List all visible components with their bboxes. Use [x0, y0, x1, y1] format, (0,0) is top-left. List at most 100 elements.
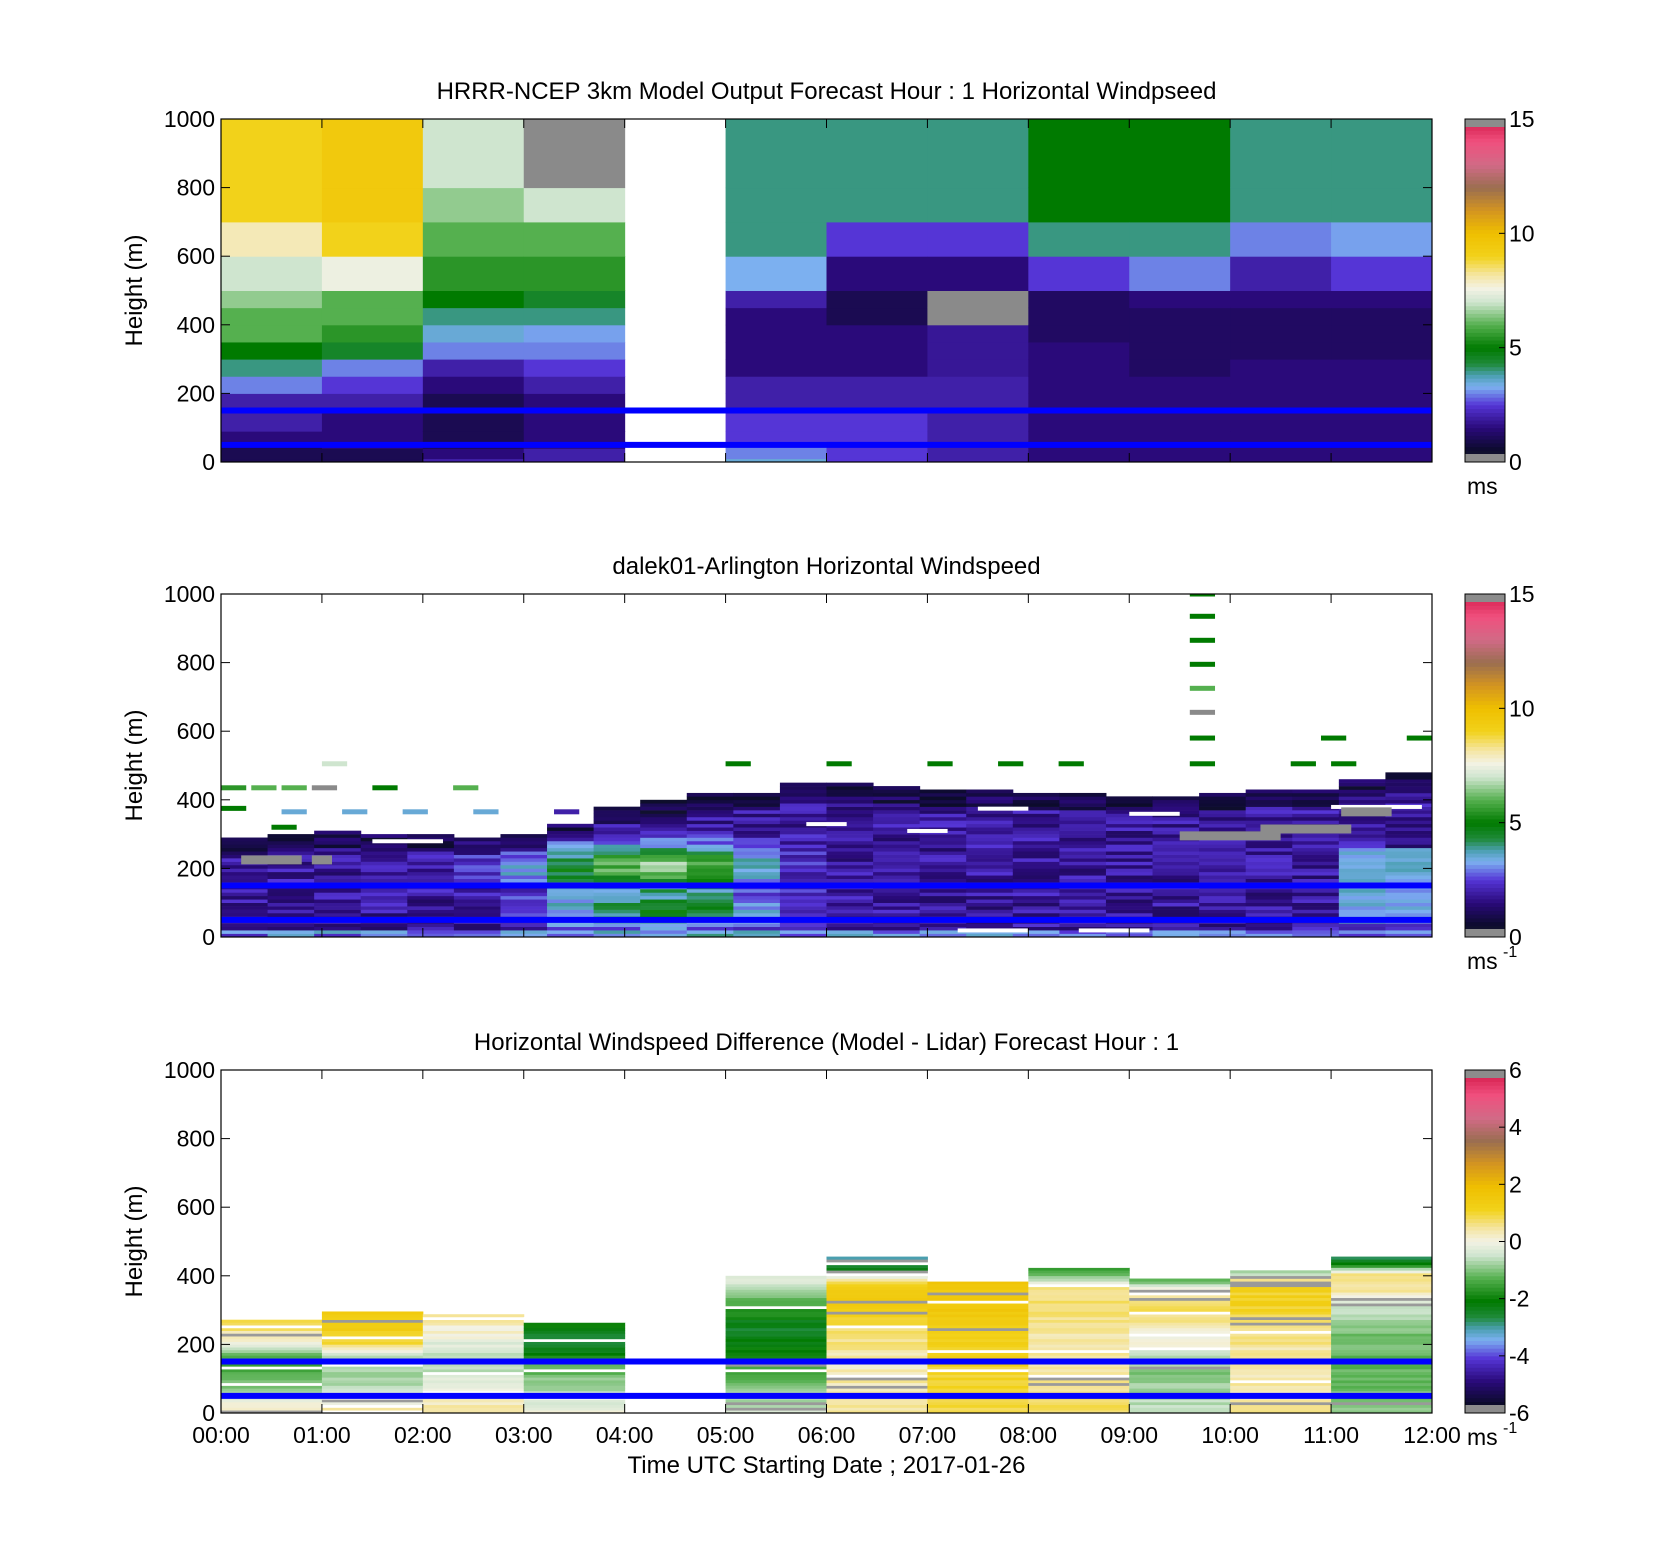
heatmap-cell: [1331, 1399, 1432, 1403]
colorbar-segment: [1465, 1332, 1505, 1338]
heatmap-cell: [1292, 926, 1340, 931]
heatmap-cell: [927, 1330, 1029, 1334]
data-gap: [372, 839, 444, 844]
heatmap-cell: [966, 868, 1014, 873]
heatmap-cell: [1129, 1327, 1231, 1331]
heatmap-cell: [1230, 431, 1332, 442]
heatmap-cell: [221, 926, 269, 931]
heatmap-cell: [966, 875, 1014, 879]
heatmap-cell: [1028, 1308, 1130, 1312]
heatmap-cell: [1129, 1308, 1231, 1312]
colorbar-segment: [1465, 674, 1505, 679]
heatmap-cell: [221, 864, 269, 869]
heatmap-cell: [725, 1369, 827, 1373]
heatmap-cell: [1331, 1292, 1432, 1296]
heatmap-cell: [826, 1281, 928, 1285]
heatmap-cell: [1105, 878, 1154, 883]
heatmap-cell: [554, 809, 580, 815]
colorbar-segment: [1465, 841, 1505, 847]
heatmap-cell: [1230, 1311, 1332, 1315]
heatmap-cell: [826, 410, 928, 432]
heatmap-cell: [1199, 926, 1247, 931]
heatmap-cell: [407, 933, 455, 937]
heatmap-cell: [1406, 735, 1432, 741]
heatmap-cell: [1028, 1363, 1130, 1367]
heatmap-cell: [1230, 448, 1332, 460]
heatmap-cell: [500, 888, 548, 893]
heatmap-cell: [966, 923, 1014, 928]
heatmap-cell: [873, 810, 921, 814]
colorbar-segment: [1465, 134, 1505, 139]
heatmap-cell: [873, 803, 921, 807]
heatmap-cell: [1292, 868, 1340, 873]
colorbar-segment: [1465, 750, 1505, 755]
heatmap-cell: [779, 912, 827, 917]
colorbar-segment: [1465, 815, 1505, 820]
colorbar-segment: [1465, 1233, 1505, 1239]
heatmap-cell: [1292, 864, 1340, 869]
colorbar-segment: [1465, 1317, 1505, 1323]
colorbar-segment: [1465, 1275, 1505, 1281]
heatmap-cell: [779, 923, 827, 928]
colorbar-segment: [1465, 298, 1505, 303]
heatmap-cell: [873, 906, 921, 910]
heatmap-cell: [1385, 847, 1432, 852]
heatmap-cell: [1012, 864, 1060, 869]
colorbar-segment: [1465, 328, 1505, 333]
heatmap-cell: [1199, 895, 1247, 900]
heatmap-cell: [1028, 448, 1130, 460]
heatmap-cell: [422, 221, 525, 257]
heatmap-cell: [271, 824, 297, 830]
heatmap-cell: [779, 868, 827, 873]
heatmap-cell: [407, 834, 455, 838]
heatmap-cell: [1245, 892, 1293, 897]
heatmap-cell: [360, 858, 408, 862]
heatmap-cell: [826, 1410, 928, 1413]
heatmap-cell: [1028, 307, 1130, 326]
heatmap-cell: [1230, 1322, 1332, 1326]
heatmap-cell: [1105, 834, 1154, 838]
heatmap-cell: [523, 376, 626, 394]
colorbar-segment: [1465, 822, 1505, 827]
heatmap-cell: [1105, 851, 1154, 855]
heatmap-cell: [422, 1404, 525, 1408]
heatmap-cell: [593, 837, 641, 842]
heatmap-cell: [593, 844, 641, 849]
heatmap-cell: [927, 1319, 1029, 1323]
heatmap-cell: [1341, 807, 1392, 817]
colorbar-segment: [1465, 1260, 1505, 1265]
colorbar-segment: [1465, 1226, 1505, 1231]
heatmap-cell: [1152, 912, 1200, 917]
heatmap-cell: [919, 806, 967, 811]
y-tick-label: 400: [177, 1263, 215, 1289]
heatmap-cell: [1292, 799, 1340, 804]
heatmap-cell: [1152, 906, 1200, 910]
heatmap-cell: [523, 1327, 626, 1331]
heatmap-cell: [1129, 1278, 1231, 1282]
heatmap-cell: [640, 820, 688, 825]
heatmap-cell: [314, 840, 362, 845]
heatmap-cell: [1331, 1316, 1432, 1321]
heatmap-cell: [1385, 906, 1432, 910]
x-tick-label: 09:00: [1100, 1422, 1158, 1448]
colorbar-tick-label: 0: [1509, 449, 1522, 475]
colorbar-segment: [1465, 1401, 1505, 1406]
colorbar-segment: [1465, 1195, 1505, 1201]
heatmap-cell: [523, 307, 626, 326]
y-tick-label: 1000: [164, 581, 215, 607]
heatmap-cell: [966, 813, 1014, 818]
colorbar-segment: [1465, 282, 1505, 288]
colorbar-segment: [1465, 1245, 1505, 1250]
heatmap-cell: [779, 858, 827, 862]
heatmap-cell: [927, 1385, 1029, 1389]
heatmap-cell: [547, 909, 595, 914]
heatmap-cell: [1189, 661, 1216, 667]
heatmap-cell: [826, 1264, 928, 1268]
heatmap-cell: [1230, 1371, 1332, 1375]
heatmap-cell: [927, 1336, 1029, 1340]
heatmap-cell: [725, 1300, 827, 1304]
heatmap-cell: [1245, 806, 1293, 811]
heatmap-cell: [1129, 1295, 1231, 1299]
heatmap-cell: [1245, 923, 1293, 928]
heatmap-cell: [826, 899, 874, 903]
